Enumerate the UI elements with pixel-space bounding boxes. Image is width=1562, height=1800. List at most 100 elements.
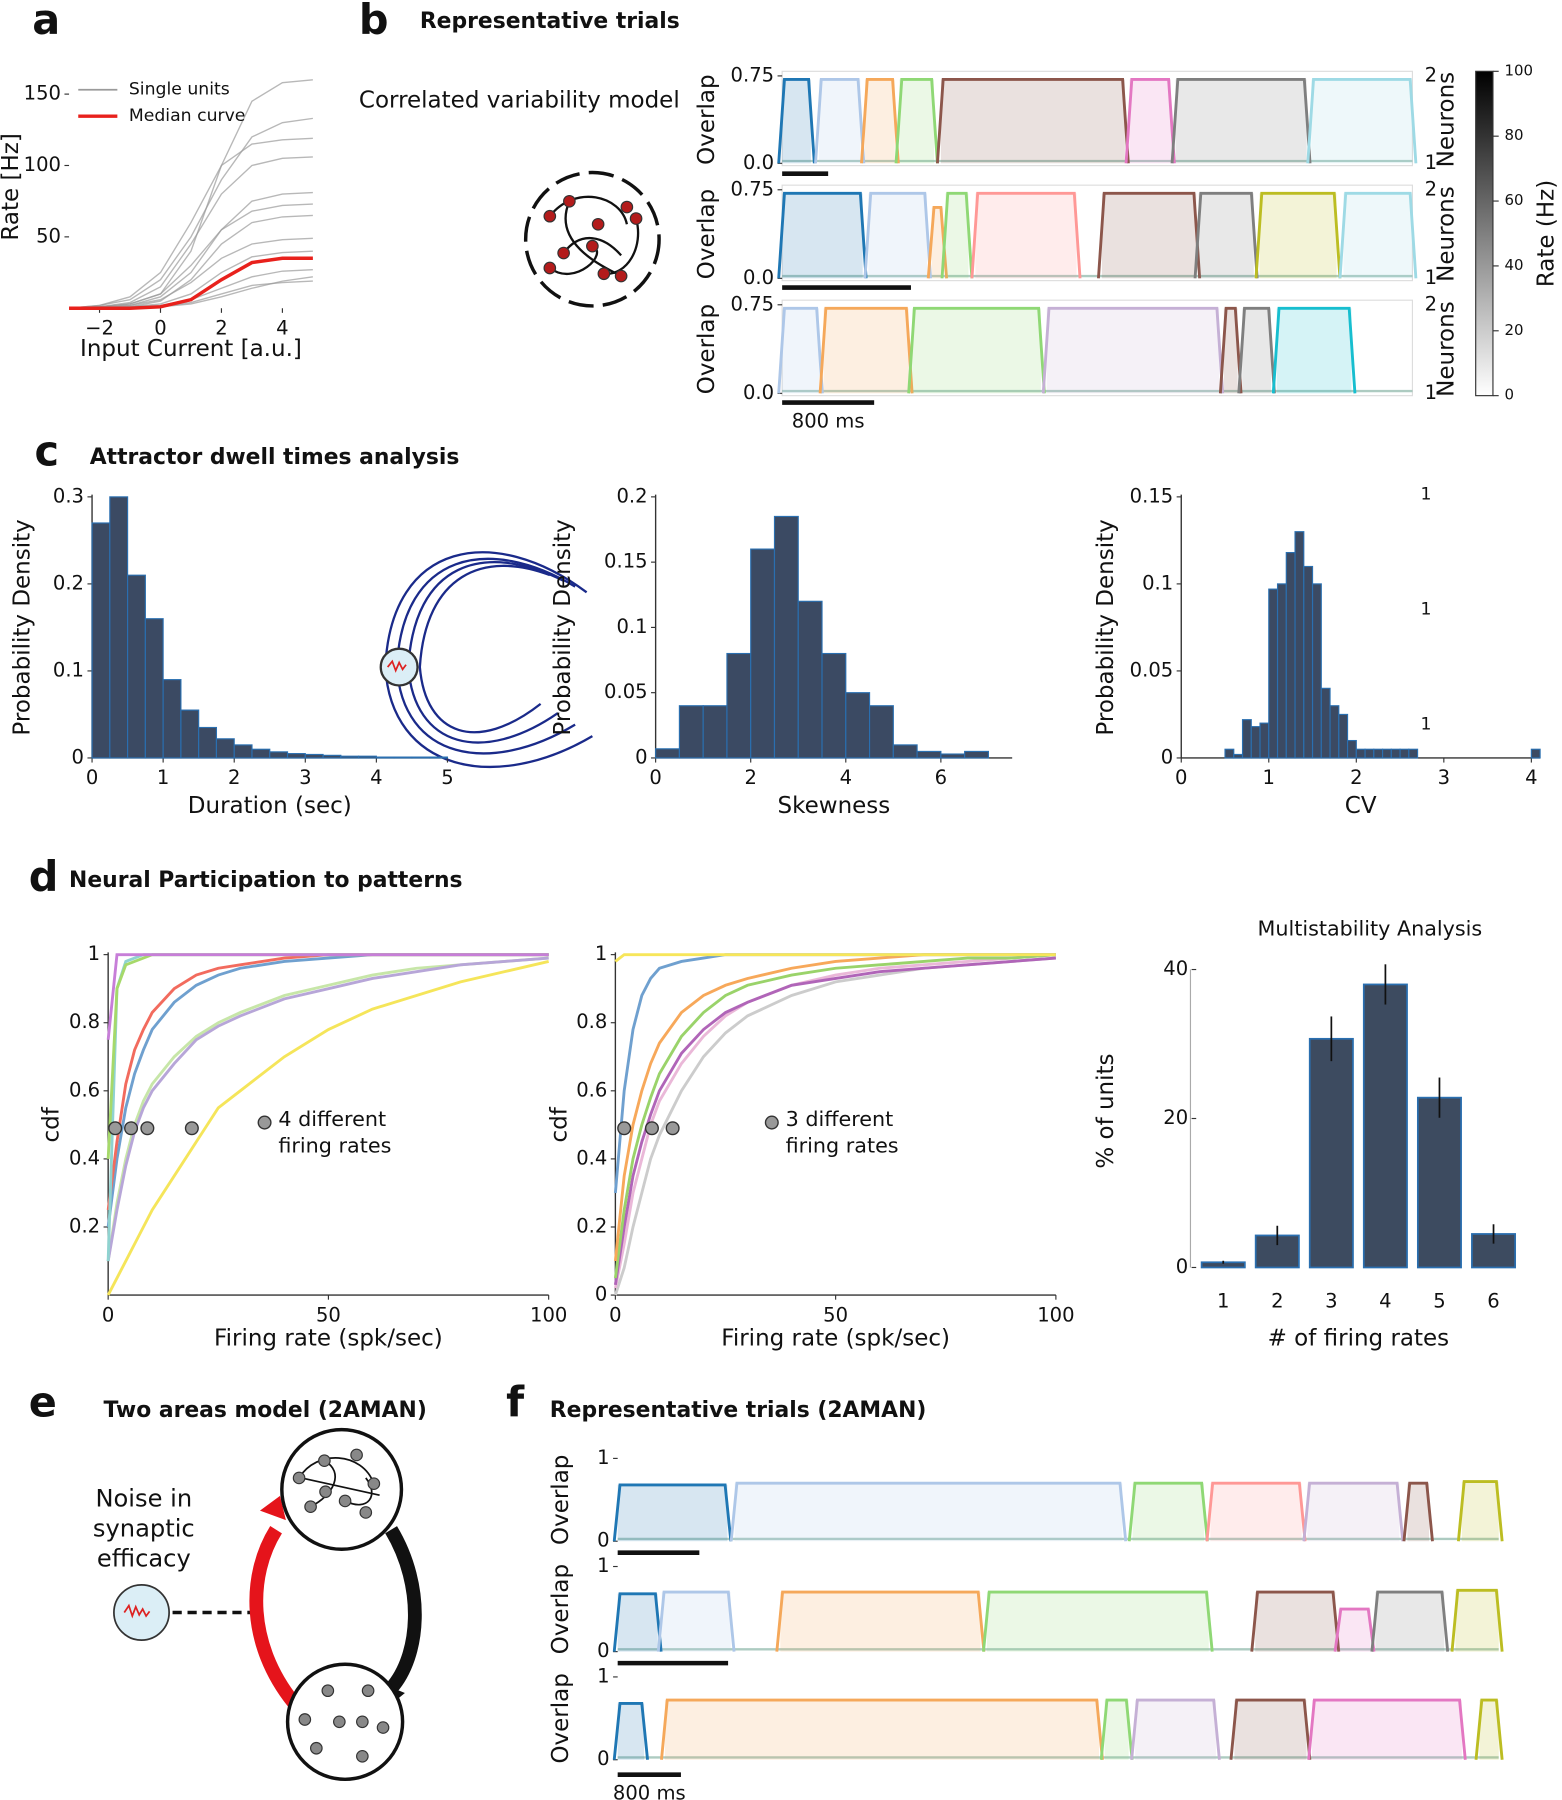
y-tick-label: 0.15	[1130, 484, 1174, 507]
state-trace	[660, 1698, 1104, 1760]
x-tick-label: 5	[1433, 1289, 1445, 1312]
hist-bar	[821, 652, 847, 759]
hist-bar	[109, 496, 129, 759]
state-trace	[1205, 1481, 1307, 1542]
annotation: 3 different firing rates	[785, 1107, 899, 1159]
series-line	[106, 956, 549, 1262]
subtitle: Correlated variability model	[359, 88, 680, 114]
state-area	[1104, 1700, 1129, 1760]
x-tick-label: 0	[86, 766, 98, 789]
legend-label: Median curve	[129, 106, 246, 126]
series-line	[69, 203, 313, 309]
hist-bar	[964, 750, 989, 759]
state-area	[1312, 1700, 1462, 1760]
state-trace	[1130, 1698, 1221, 1760]
state-area	[734, 1483, 1123, 1542]
y-tick-label: 0.4	[69, 1146, 100, 1169]
hist-bar	[180, 709, 200, 759]
x-tick-label: 5	[441, 766, 453, 789]
hist-bar	[1320, 687, 1331, 759]
state-trace	[1099, 1698, 1134, 1760]
state-trace	[612, 1592, 663, 1652]
state-area	[823, 308, 909, 394]
state-trace	[1456, 1480, 1504, 1542]
state-trace	[1193, 191, 1259, 279]
state-trace	[1402, 1481, 1434, 1542]
annotation: 4 different firing rates	[278, 1107, 392, 1159]
y-tick-label: 0	[595, 1283, 607, 1306]
annotation-icon	[764, 1115, 779, 1130]
y-tick-label: 0	[72, 745, 84, 768]
y-axis-label: Overlap	[548, 1673, 574, 1763]
x-tick-label: 50	[823, 1303, 848, 1326]
series-line	[106, 960, 549, 1296]
y-axis-label: Rate [Hz]	[0, 133, 24, 240]
colorbar-tick-label: 0	[1504, 386, 1514, 404]
state-trace	[1306, 77, 1418, 164]
hist-bar	[845, 692, 871, 759]
state-trace	[818, 306, 914, 394]
y2-tick-label: 2	[1425, 292, 1437, 315]
x-tick-label: 1	[1217, 1289, 1229, 1312]
x-tick-label: 0	[154, 316, 166, 339]
state-area	[664, 1700, 1100, 1760]
y-axis-label: Overlap	[694, 189, 720, 279]
state-trace	[777, 191, 868, 279]
y-axis-label: Probability Density	[550, 519, 576, 735]
state-area	[1479, 1700, 1499, 1760]
y-tick-label: 0.1	[616, 615, 647, 638]
x-tick-label: 2	[744, 766, 756, 789]
state-area	[1234, 1700, 1307, 1760]
colorbar-label: Rate (Hz)	[1534, 180, 1560, 287]
series-line	[69, 156, 313, 309]
x-tick-label: 3	[1438, 766, 1450, 789]
y-tick-label: 0.0	[743, 266, 774, 289]
panel-title: Two areas model (2AMAN)	[104, 1398, 427, 1423]
y-tick-label: 0	[597, 1639, 609, 1662]
y-tick-label: 1	[597, 1664, 609, 1687]
colorbar-tick-label: 80	[1504, 126, 1523, 144]
state-area	[1259, 193, 1337, 279]
colorbar-tick-label: 40	[1504, 256, 1523, 274]
hist-bar	[1390, 748, 1401, 759]
y2-tick-label: 1	[1425, 266, 1437, 289]
y-axis-label: cdf	[38, 1106, 64, 1142]
series-line	[106, 953, 549, 1211]
y-tick-label: 100	[24, 153, 61, 176]
panel-title: Representative trials	[420, 9, 680, 34]
hist-bar	[322, 754, 342, 759]
state-area	[1255, 1592, 1336, 1652]
hist-bar	[1355, 748, 1366, 759]
y-tick-label: 0	[635, 745, 647, 768]
series-line	[613, 956, 1056, 1286]
y-tick-label: 50	[36, 224, 61, 247]
hist-bar	[91, 522, 111, 759]
hist-bar	[1373, 748, 1384, 759]
x-tick-label: 2	[215, 316, 227, 339]
y-tick-label: 0.2	[576, 1214, 607, 1237]
hist-bar	[1276, 583, 1287, 759]
y2-tick-label: 2	[1425, 63, 1437, 86]
hist-bar	[340, 755, 360, 759]
state-trace	[1237, 306, 1276, 394]
state-trace	[729, 1481, 1128, 1542]
y-tick-label: 1	[597, 1554, 609, 1577]
state-area	[1210, 1483, 1302, 1542]
state-area	[1461, 1481, 1499, 1542]
state-area	[782, 193, 863, 279]
hist-bar	[198, 726, 218, 759]
annotation: 1	[1420, 600, 1431, 620]
hist-bar	[940, 753, 966, 759]
y-tick-label: 0.3	[53, 484, 84, 507]
hist-bar	[286, 753, 306, 759]
y-tick-label: 0.75	[731, 63, 775, 86]
y-tick-label: 0.05	[1130, 658, 1174, 681]
series-line	[106, 956, 549, 1262]
state-area	[1242, 308, 1271, 394]
y-axis-label: Probability Density	[10, 519, 36, 735]
hist-bar	[655, 748, 680, 759]
marker	[665, 1121, 680, 1136]
panel-title: Neural Participation to patterns	[69, 868, 462, 893]
